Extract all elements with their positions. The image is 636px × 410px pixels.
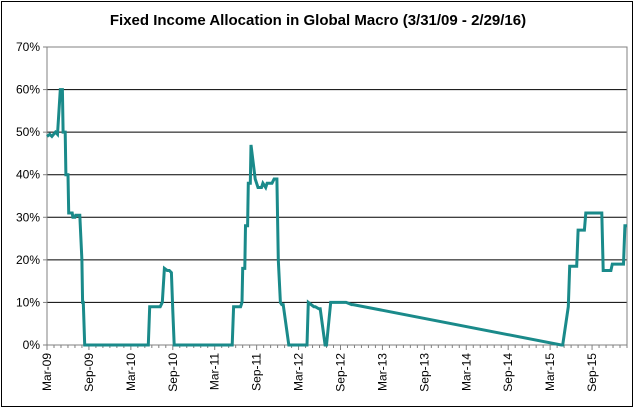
plot-area (46, 46, 628, 346)
y-tick-label: 60% (16, 83, 40, 97)
x-tick-label: Mar-14 (459, 353, 473, 391)
x-tick-label: Sep-13 (417, 353, 431, 392)
x-tick-label: Mar-13 (375, 353, 389, 391)
series-line-fixed-income (46, 88, 627, 347)
x-tick-label: Sep-12 (333, 353, 347, 392)
y-tick-label: 20% (16, 253, 40, 267)
y-tick-label: 50% (16, 125, 40, 139)
x-tick-label: Mar-15 (543, 353, 557, 391)
y-tick-label: 40% (16, 168, 40, 182)
x-tick-label: Mar-09 (40, 353, 54, 391)
y-tick-label: 30% (16, 210, 40, 224)
x-tick-label: Mar-11 (208, 353, 222, 390)
y-tick-label: 10% (16, 295, 40, 309)
x-tick-label: Sep-15 (585, 353, 599, 392)
x-tick-label: Mar-10 (124, 353, 138, 391)
x-tick-label: Sep-11 (250, 353, 264, 391)
y-tick-label: 0% (23, 338, 41, 352)
x-tick-label: Sep-14 (501, 353, 515, 392)
chart-title: Fixed Income Allocation in Global Macro … (109, 12, 527, 29)
x-tick-label: Sep-10 (166, 353, 180, 392)
x-tick-label: Sep-09 (82, 353, 96, 392)
x-tick-label: Mar-12 (292, 353, 306, 391)
y-tick-label: 70% (16, 40, 40, 54)
